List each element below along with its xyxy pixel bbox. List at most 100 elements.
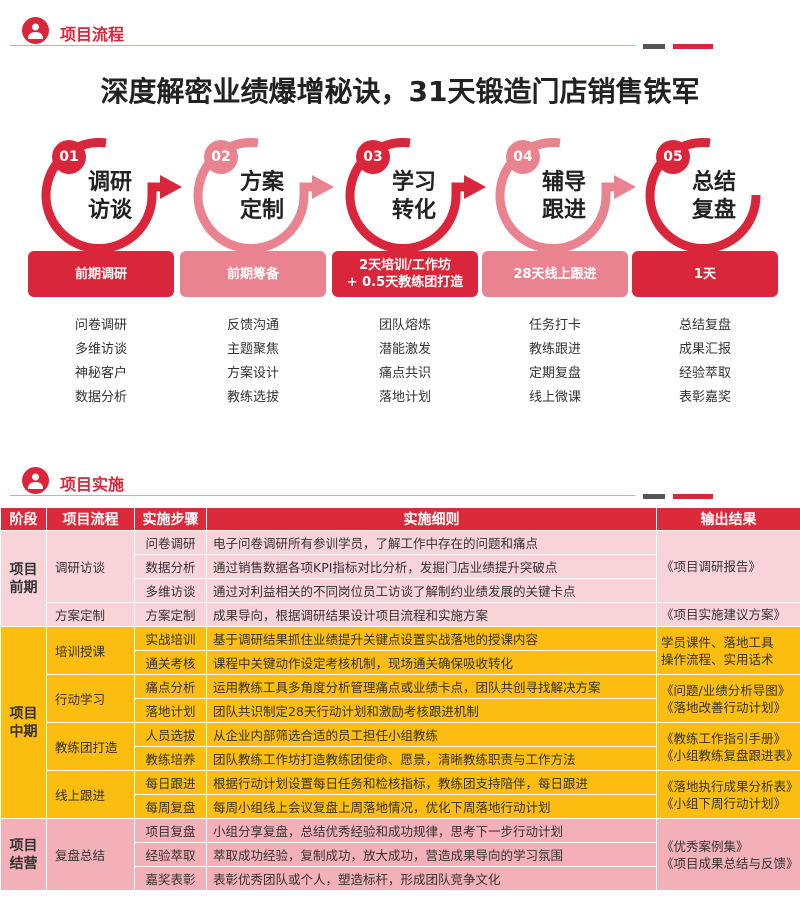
step-cell: 落地计划 (134, 698, 207, 723)
step-title-line: 学习 (391, 170, 436, 195)
step-cell: 人员选拔 (134, 722, 207, 747)
table-row: 项目 结营 复盘总结 项目复盘 小组分享复盘，总结优秀经验和成功规律，思考下一步行动计… (0, 818, 800, 891)
phase-box: 1天 (632, 251, 778, 297)
list-item: 痛点共识 (378, 366, 431, 381)
detail-cell: 通过销售数据各项KPI指标对比分析，发掘门店业绩提升突破点 (206, 554, 657, 579)
section-title: 项目实施 (60, 475, 125, 494)
table-row: 线上跟进 每日跟进 根据行动计划设置每日任务和检核指标，教练团支持陪伴，每日跟进 《落… (1, 770, 800, 819)
list-item: 教练选拔 (226, 390, 279, 405)
step-cell: 经验萃取 (134, 842, 207, 867)
user-icon (22, 467, 49, 494)
divider (10, 45, 635, 46)
list-item: 表彰嘉奖 (678, 390, 731, 405)
detail-cell: 运用教练工具多角度分析管理痛点或业绩卡点，团队共创寻找解决方案 (206, 674, 657, 699)
decor-bar (673, 44, 713, 49)
step-cell: 多维访谈 (134, 578, 207, 603)
column-header: 实施步骤 (134, 507, 207, 531)
decor-bar (673, 494, 713, 499)
step-cell: 问卷调研 (134, 530, 207, 555)
step-items: 总结复盘 成果汇报 经验萃取 表彰嘉奖 (632, 314, 778, 410)
stage-cell: 项目 中期 (0, 626, 47, 819)
phase-box: 28天线上跟进 (482, 251, 628, 297)
list-item: 潜能激发 (378, 342, 431, 357)
step-items: 团队熔炼 潜能激发 痛点共识 落地计划 (332, 314, 478, 410)
process-step: 01 调研访谈 (40, 135, 190, 255)
step-cell: 每日跟进 (134, 770, 207, 795)
output-cell: 《项目实施建议方案》 (656, 602, 800, 627)
list-item: 教练跟进 (528, 342, 581, 357)
step-cell: 嘉奖表彰 (134, 866, 207, 891)
detail-cell: 根据行动计划设置每日任务和检核指标，教练团支持陪伴，每日跟进 (206, 770, 657, 795)
detail-cell: 团队教练工作坊打造教练团使命、愿景，清晰教练职责与工作方法 (206, 746, 657, 771)
step-items: 反馈沟通主题聚焦方案设计教练选拔 (180, 314, 326, 410)
flow-cell: 培训授课 (46, 626, 135, 675)
step-cell: 实战培训 (134, 626, 207, 651)
step-title-line: 复盘 (691, 198, 736, 223)
list-item: 数据分析 (74, 390, 127, 405)
detail-cell: 电子问卷调研所有参训学员，了解工作中存在的问题和痛点 (206, 530, 657, 555)
table-row: 项目 中期 培训授课 实战培训 基于调研结果抓住业绩提升关键点设置实战落地的授课内容学… (0, 626, 800, 819)
step-title-line: 辅导 (541, 170, 586, 195)
output-cell: 《教练工作指引手册》 《小组教练复盘跟进表》 (656, 722, 800, 771)
step-number-badge: 01 (52, 140, 86, 174)
table-row: 嘉奖表彰 表彰优秀团队或个人，塑造标杆，形成团队竞争文化 (1, 866, 800, 891)
detail-cell: 从企业内部筛选合适的员工担任小组教练 (206, 722, 657, 747)
step-cell: 方案定制 (134, 602, 207, 627)
detail-cell: 团队共识制定28天行动计划和激励考核跟进机制 (206, 698, 657, 723)
detail-cell: 基于调研结果抓住业绩提升关键点设置实战落地的授课内容 (206, 626, 657, 651)
phase-box: 前期筹备 (180, 251, 326, 297)
detail-cell: 小组分享复盘，总结优秀经验和成功规律，思考下一步行动计划 (206, 818, 657, 843)
stage-cell: 项目 前期 (0, 530, 47, 627)
detail-cell: 每周小组线上会议复盘上周落地情况，优化下周落地行动计划 (206, 794, 657, 819)
list-item: 主题聚焦 (226, 342, 279, 357)
list-item: 神秘客户 (74, 366, 127, 381)
implementation-table: 阶段 项目流程 实施步骤 实施细则 输出结果 项目 前期 调研访谈 问卷调研 电子问卷调研所有… (0, 507, 800, 891)
column-header: 阶段 (0, 507, 47, 531)
step-title: 学习 转化 (374, 169, 454, 225)
table-row: 教练培养 团队教练工作坊打造教练团使命、愿景，清晰教练职责与工作方法 (1, 746, 800, 771)
step-title-line: 调研 (87, 170, 132, 195)
output-cell: 《优秀案例集》 《项目成果总结与反馈》 (656, 818, 800, 891)
step-cell: 教练培养 (134, 746, 207, 771)
table-row: 经验萃取 萃取成功经验，复制成功，放大成功，营造成果导向的学习氛围 (1, 842, 800, 867)
step-items: 任务打卡 教练跟进 定期复盘 线上微课 (482, 314, 628, 410)
flow-cell: 行动学习 (46, 674, 135, 723)
list-item: 多维访谈 (74, 342, 127, 357)
detail-cell: 表彰优秀团队或个人，塑造标杆，形成团队竞争文化 (206, 866, 657, 891)
process-step: 04 辅导跟进 (494, 135, 644, 255)
phase-label: 1天 (693, 266, 717, 282)
flow-cell: 复盘总结 (46, 818, 135, 891)
list-item: 任务打卡 (528, 318, 581, 333)
table-row: 方案定制 方案定制 成果导向，根据调研结果设计项目流程和实施方案 《项目实施建议方案》 (1, 602, 800, 627)
step-number-badge: 04 (506, 140, 540, 174)
user-icon (22, 17, 49, 44)
step-title-line: 定制 (239, 198, 284, 223)
list-item: 团队熔炼 (378, 318, 431, 333)
table-row: 多维访谈 通过对利益相关的不同岗位员工访谈了解制约业绩发展的关键卡点 (1, 578, 800, 603)
phase-box: 前期调研 (28, 251, 174, 297)
stage-cell: 项目 结营 (0, 818, 47, 891)
column-header: 项目流程 (46, 507, 135, 531)
step-title: 辅导 跟进 (524, 169, 604, 225)
phase-label: 前期筹备 (226, 266, 279, 282)
phase-box: 2天培训/工作坊 + 0.5天教练团打造 (332, 251, 478, 297)
detail-cell: 课程中关键动作设定考核机制，现场通关确保吸收转化 (206, 650, 657, 675)
list-item: 反馈沟通 (226, 318, 279, 333)
step-title-line: 总结 (691, 170, 736, 195)
step-title-line: 访谈 (87, 198, 132, 223)
step-title-line: 跟进 (541, 198, 586, 223)
output-cell: 《问题/业绩分析导图》 《落地改善行动计划》 (656, 674, 800, 723)
step-cell: 数据分析 (134, 554, 207, 579)
column-header: 输出结果 (656, 507, 800, 531)
list-item: 问卷调研 (74, 318, 127, 333)
phase-label: 28天线上跟进 (513, 266, 597, 282)
step-number-badge: 03 (356, 140, 390, 174)
output-cell: 《项目调研报告》 (656, 530, 800, 603)
step-items: 问卷调研多维访谈神秘客户数据分析 (28, 314, 174, 410)
flow-cell: 线上跟进 (46, 770, 135, 819)
flow-cell: 调研访谈 (46, 530, 135, 603)
detail-cell: 成果导向，根据调研结果设计项目流程和实施方案 (206, 602, 657, 627)
process-step: 03 学习 转化 (344, 135, 494, 255)
page-title: 深度解密业绩爆增秘诀，31天锻造门店销售铁军 (100, 75, 700, 108)
list-item: 方案设计 (226, 366, 279, 381)
